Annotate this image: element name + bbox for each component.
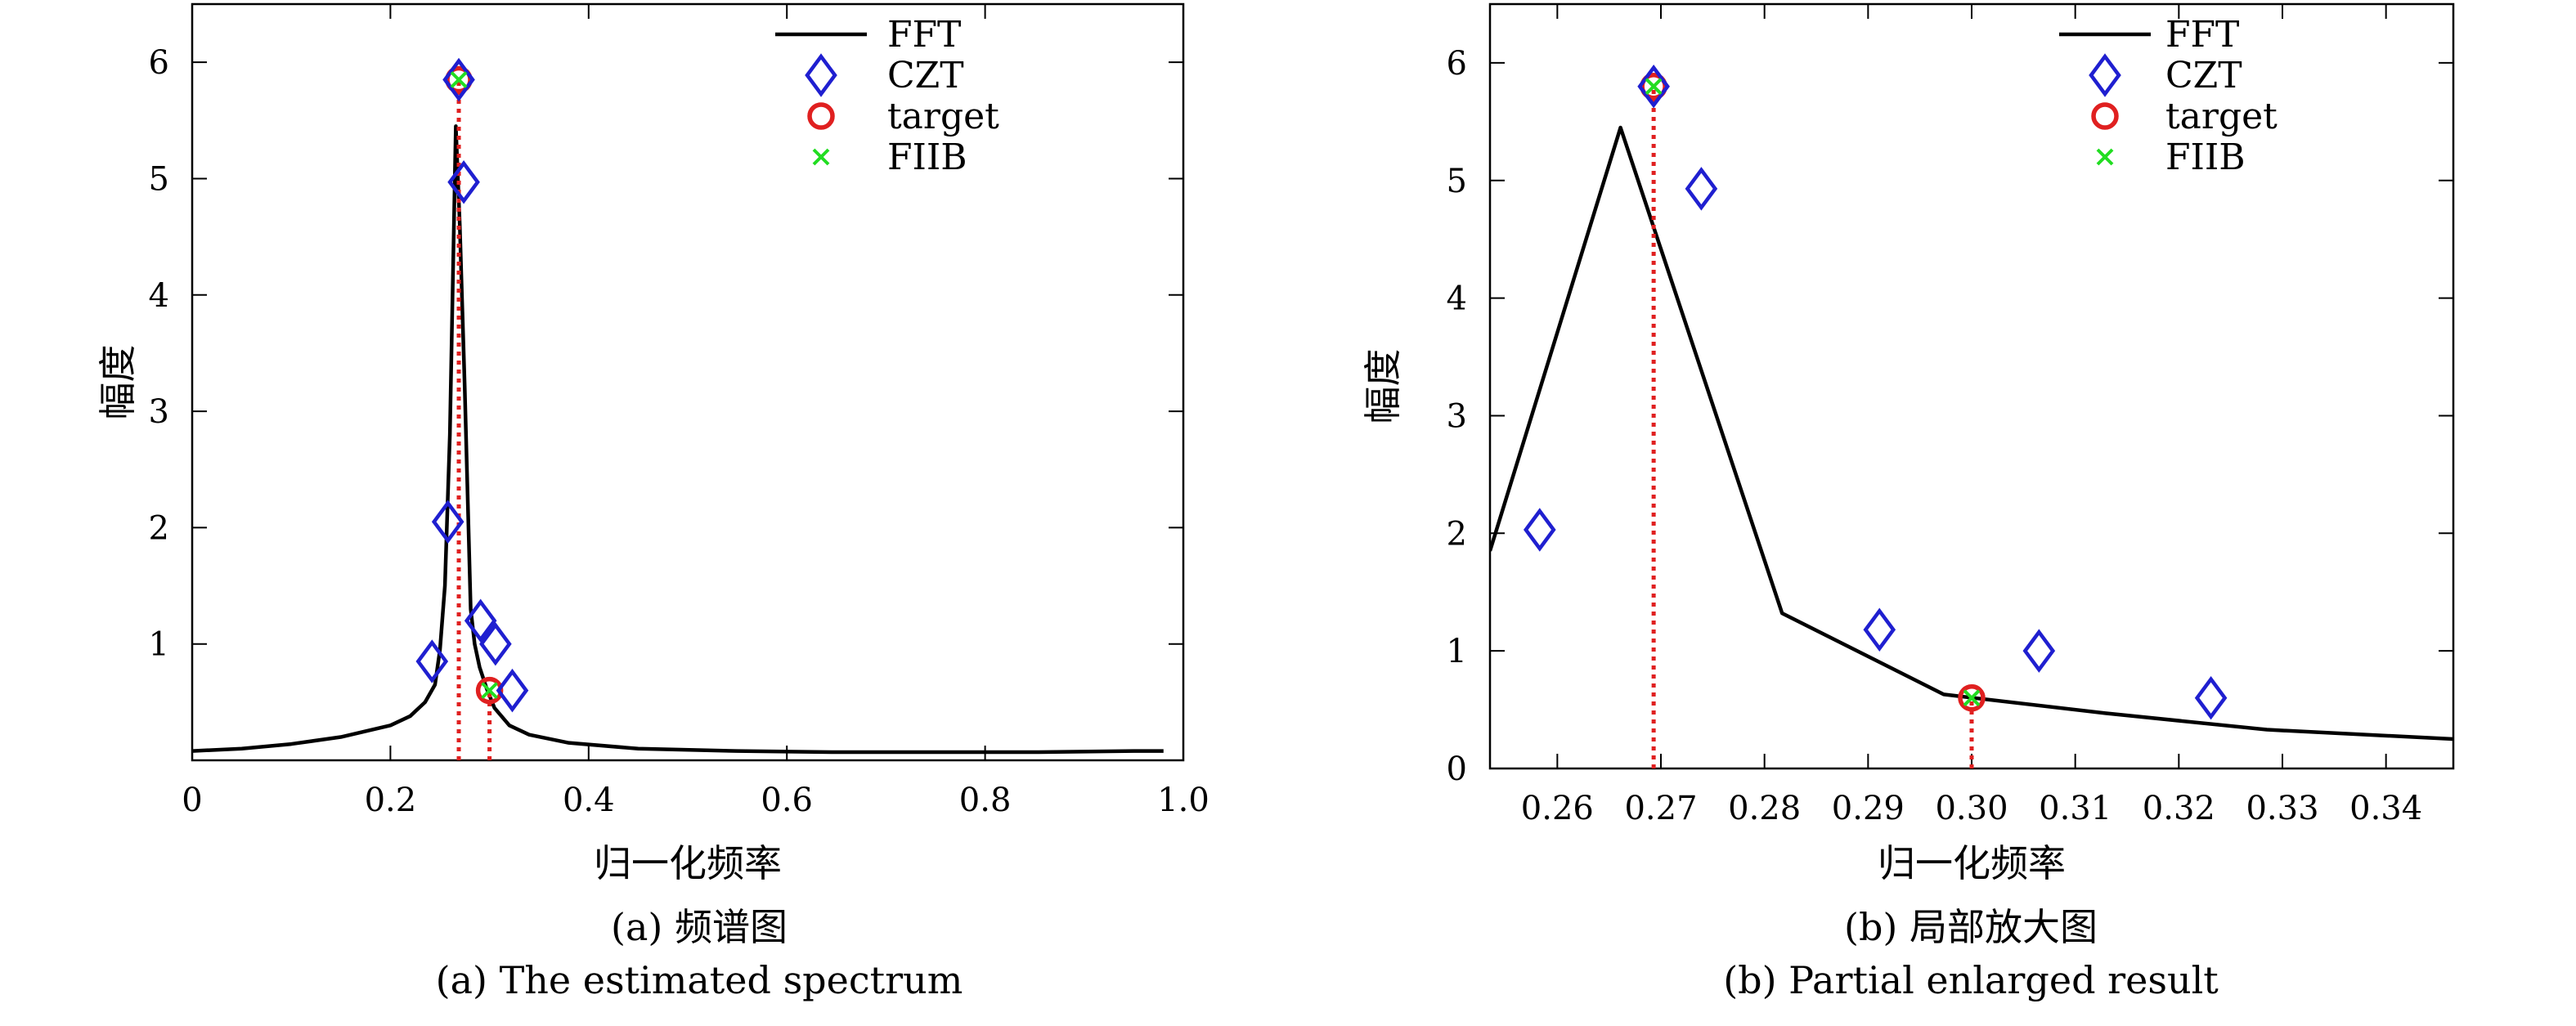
czt-marker-a: [464, 598, 497, 643]
czt-marker-a: [447, 160, 480, 204]
legend-label-czt-b: CZT: [2165, 55, 2242, 96]
y-tick-label-b: 1: [1447, 633, 1467, 670]
legend-marker-fiib-a: [812, 148, 830, 166]
caption-en-b: (b) Partial enlarged result: [1723, 958, 2219, 1002]
plot-area-b: [1490, 64, 2453, 768]
caption-cn-b: (b) 局部放大图: [1844, 905, 2098, 949]
x-tick-label-a: 0.4: [563, 782, 615, 819]
target-marker-a: [475, 676, 504, 705]
czt-marker-b: [2022, 629, 2056, 673]
y-tick-label-b: 2: [1447, 515, 1467, 553]
y-tick-label-b: 0: [1447, 750, 1467, 788]
fiib-marker-b: [1645, 78, 1663, 96]
target-marker-b: [1640, 72, 1667, 101]
legend-symbol-czt-a: [805, 53, 837, 97]
plot-area-a: [192, 57, 1164, 760]
czt-marker-b: [1685, 167, 1718, 211]
x-tick-label-a: 0.2: [365, 782, 417, 819]
caption-cn-a: (a) 频谱图: [611, 905, 788, 949]
plot-frame-a: [191, 2, 1185, 762]
fiib-marker-a-stroke-2: [481, 682, 499, 700]
fiib-marker-b-stroke-2: [1645, 78, 1663, 96]
y-tick-label-a: 3: [149, 393, 169, 431]
fft-line-b: [1490, 125, 2453, 741]
x-axis-label-b: 归一化频率: [1878, 841, 2066, 885]
panel-a: 0 0.2 0.4 0.6 0.8 1.0 1 2 3 4 5 6 归一化频率 幅度 (a) 频谱图 (a) …: [96, 2, 1209, 1002]
x-axis-label-a: 归一化频率: [594, 841, 782, 885]
x-tick-label-b: 0.33: [2246, 790, 2318, 827]
x-tick-label-b: 0.31: [2039, 790, 2112, 827]
legend-marker-fiib-b-stroke-2: [2096, 148, 2114, 166]
plot-frame-b: [1488, 2, 2455, 770]
x-tick-label-b: 0.34: [2349, 790, 2422, 827]
y-axis-label-a: 幅度: [96, 345, 140, 420]
x-tick-label-a: 0: [182, 782, 202, 819]
y-tick-label-a: 4: [149, 277, 169, 315]
x-tick-label-b: 0.32: [2143, 790, 2215, 827]
legend-marker-target-b: [2091, 102, 2119, 130]
legend-symbol-fiib-a: [812, 148, 830, 166]
legend-label-fiib-a: FIIB: [887, 137, 967, 178]
legend-marker-fiib-a-stroke-2: [812, 148, 830, 166]
legend-label-fiib-b: FIIB: [2165, 137, 2246, 178]
legend-marker-czt-a: [805, 53, 837, 97]
x-tick-label-b: 0.28: [1728, 790, 1801, 827]
legend-symbol-target-b: [2091, 102, 2119, 130]
x-tick-label-b: 0.26: [1521, 790, 1594, 827]
y-tick-label-a: 1: [149, 626, 169, 664]
legend-symbol-fiib-b: [2096, 148, 2114, 166]
czt-marker-a: [431, 500, 464, 544]
y-tick-label-a: 6: [149, 44, 169, 82]
legend-marker-fiib-b: [2096, 148, 2114, 166]
x-tick-label-a: 1.0: [1157, 782, 1209, 819]
legend-marker-target-a: [807, 102, 835, 130]
panel-b: 0.26 0.27 0.28 0.29 0.30 0.31 0.32 0.33 0.34 0 1 2 3…: [1361, 2, 2455, 1002]
y-tick-label-b: 4: [1447, 280, 1467, 318]
legend-label-fft-a: FFT: [887, 14, 961, 56]
czt-marker-a: [442, 57, 475, 102]
x-tick-label-b: 0.29: [1832, 790, 1905, 827]
fiib-marker-a: [481, 682, 499, 700]
czt-marker-b: [1523, 508, 1556, 552]
legend-label-czt-a: CZT: [887, 55, 964, 96]
x-tick-label-b: 0.30: [1935, 790, 2008, 827]
target-marker-b: [1958, 683, 1986, 712]
fft-line-a: [192, 124, 1164, 755]
y-tick-label-b: 3: [1447, 397, 1467, 435]
x-tick-label-b: 0.27: [1624, 790, 1697, 827]
target-marker-a: [445, 65, 473, 94]
fiib-marker-a: [450, 71, 468, 88]
fiib-marker-b-stroke-2: [1963, 689, 1981, 707]
y-tick-label-b: 6: [1447, 45, 1467, 83]
czt-marker-a: [496, 668, 529, 713]
x-tick-label-a: 0.6: [761, 782, 813, 819]
czt-marker-b: [1637, 64, 1670, 109]
y-axis-label-b: 幅度: [1361, 349, 1405, 424]
y-tick-label-a: 2: [149, 509, 169, 547]
fiib-marker-b: [1963, 689, 1981, 707]
czt-marker-b: [2194, 675, 2228, 720]
caption-en-a: (a) The estimated spectrum: [436, 958, 963, 1002]
fiib-marker-a-stroke-2: [450, 71, 468, 88]
legend-label-target-a: target: [887, 96, 999, 137]
y-tick-label-a: 5: [149, 160, 169, 198]
y-tick-label-b: 5: [1447, 163, 1467, 200]
legend-label-target-b: target: [2165, 96, 2278, 137]
czt-marker-a: [415, 639, 449, 683]
czt-marker-a: [479, 621, 512, 666]
legend-symbol-target-a: [807, 102, 835, 130]
x-tick-label-a: 0.8: [959, 782, 1012, 819]
czt-marker-b: [1863, 607, 1896, 652]
legend-label-fft-b: FFT: [2165, 14, 2239, 56]
legend-marker-czt-b: [2089, 53, 2121, 97]
legend-symbol-czt-b: [2089, 53, 2121, 97]
